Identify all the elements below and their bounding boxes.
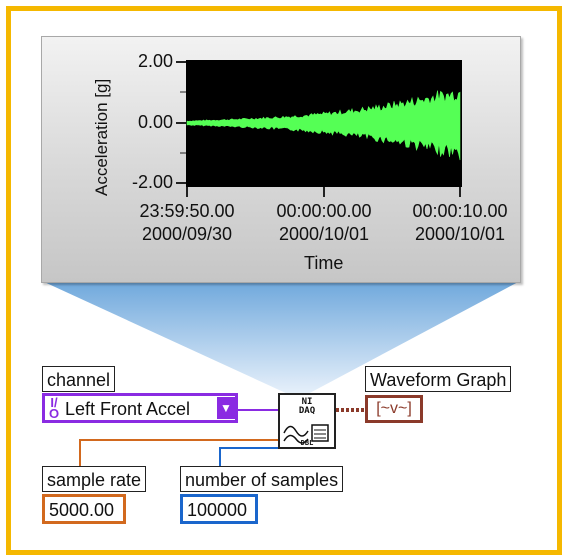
y-tick-label: 2.00: [137, 51, 173, 71]
samples-wire: [219, 447, 278, 466]
vi-icon-text: NI: [301, 397, 313, 407]
y-tick-label: 0.00: [137, 112, 173, 132]
sample-rate-control[interactable]: 5000.00: [42, 494, 126, 524]
sample-rate-wire: [79, 439, 278, 466]
acceleration-trace: [186, 90, 461, 161]
x-axis-label: Time: [304, 253, 344, 273]
x-tick-label: 00:00:10.00 2000/10/01: [412, 201, 508, 244]
waveform-icon: [283, 424, 329, 444]
channel-value: Left Front Accel: [65, 399, 191, 419]
number-of-samples-control[interactable]: 100000: [180, 494, 258, 524]
number-of-samples-label: number of samples: [180, 466, 344, 492]
x-tick-label: 00:00:00.00 2000/10/01: [276, 201, 372, 244]
x-tick-label: 23:59:50.00 2000/09/30: [139, 201, 235, 244]
waveform-graph-label: Waveform Graph: [365, 366, 512, 392]
vi-icon-text: DAQ: [298, 406, 316, 416]
y-tick-label: -2.00: [131, 172, 173, 192]
waveform-graph-terminal[interactable]: [~v~]: [365, 395, 423, 423]
sample-rate-label: sample rate: [42, 466, 147, 492]
daq-read-vi-node[interactable]: NI DAQ DBL: [278, 393, 336, 449]
channel-label: channel: [42, 366, 116, 392]
dropdown-arrow-icon[interactable]: ▼: [217, 397, 235, 419]
vi-icon-text: DBL: [300, 439, 314, 447]
channel-control[interactable]: I/O Left Front Accel ▼: [42, 393, 238, 423]
io-name-icon: I/O: [48, 395, 60, 421]
